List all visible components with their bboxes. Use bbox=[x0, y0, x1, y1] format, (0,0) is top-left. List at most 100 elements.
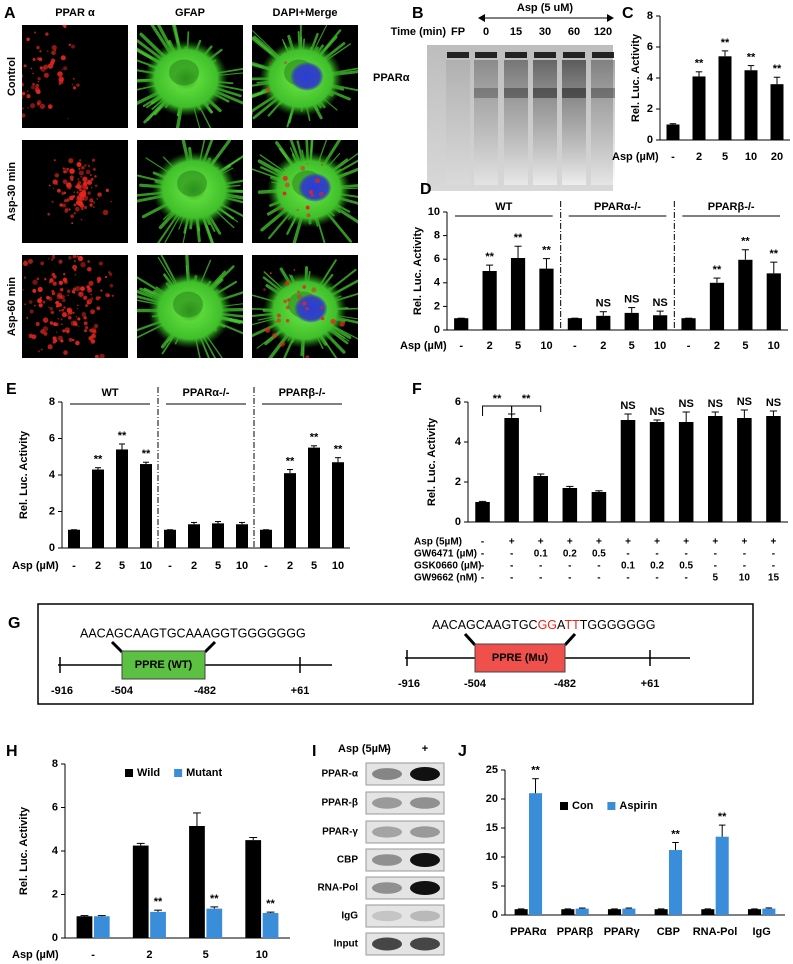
treatment-level: - bbox=[772, 549, 775, 560]
puncta bbox=[68, 316, 72, 320]
puncta bbox=[37, 298, 43, 304]
puncta bbox=[68, 256, 72, 260]
puncta bbox=[37, 80, 40, 83]
puncta bbox=[35, 321, 40, 327]
puncta bbox=[58, 302, 62, 307]
lane-label: 0 bbox=[483, 26, 489, 38]
treatment-level: - bbox=[597, 573, 600, 584]
puncta bbox=[77, 255, 84, 262]
bar bbox=[624, 312, 639, 330]
y-tick-label: 2 bbox=[455, 476, 461, 488]
well-band bbox=[592, 52, 614, 58]
bar bbox=[653, 315, 668, 330]
position-label: -916 bbox=[398, 678, 420, 690]
y-tick-label: 4 bbox=[49, 469, 56, 481]
bar bbox=[709, 282, 725, 330]
blot-band bbox=[410, 767, 440, 781]
puncta bbox=[32, 57, 36, 61]
puncta bbox=[57, 335, 63, 341]
x-tick-label: 5 bbox=[722, 151, 728, 163]
puncta bbox=[284, 281, 290, 286]
puncta bbox=[52, 179, 58, 185]
panel-letter: A bbox=[4, 5, 16, 22]
puncta bbox=[269, 272, 272, 275]
sequence-part: TT bbox=[564, 618, 580, 632]
puncta bbox=[75, 340, 80, 346]
puncta bbox=[305, 355, 310, 358]
treatment-level: + bbox=[596, 537, 602, 548]
puncta bbox=[23, 276, 27, 279]
puncta bbox=[68, 158, 74, 164]
x-tick-label: 2 bbox=[600, 340, 606, 352]
puncta bbox=[302, 285, 307, 289]
puncta bbox=[104, 275, 108, 279]
y-tick-label: 8 bbox=[647, 10, 653, 22]
puncta bbox=[66, 289, 71, 293]
bar bbox=[132, 845, 149, 938]
x-tick-label: - bbox=[459, 340, 463, 352]
bar bbox=[260, 529, 272, 548]
puncta bbox=[72, 311, 75, 315]
x-tick-label: 2 bbox=[95, 560, 101, 572]
puncta bbox=[47, 63, 54, 69]
smear bbox=[474, 60, 498, 185]
puncta bbox=[51, 200, 54, 203]
bar bbox=[262, 912, 279, 938]
position-label: +61 bbox=[291, 685, 310, 697]
puncta bbox=[49, 321, 54, 325]
puncta bbox=[35, 89, 41, 95]
ppre-box bbox=[121, 650, 206, 680]
x-axis-title: Asp (µM) bbox=[12, 560, 59, 572]
y-tick-label: 20 bbox=[486, 793, 498, 805]
bar bbox=[681, 318, 696, 330]
puncta bbox=[285, 318, 290, 323]
puncta bbox=[62, 329, 66, 333]
bar bbox=[188, 524, 200, 548]
puncta bbox=[92, 205, 95, 209]
position-label: -482 bbox=[194, 685, 216, 697]
y-tick-label: 5 bbox=[492, 880, 498, 892]
bar bbox=[475, 502, 490, 522]
puncta bbox=[59, 203, 63, 207]
treatment-level: - bbox=[481, 561, 484, 572]
puncta bbox=[284, 61, 287, 65]
bar bbox=[76, 916, 93, 938]
y-tick-label: 0 bbox=[52, 932, 58, 944]
treatment-level: + bbox=[654, 537, 660, 548]
puncta bbox=[71, 44, 75, 49]
puncta bbox=[83, 182, 87, 186]
puncta bbox=[68, 43, 71, 46]
x-tick-label: CBP bbox=[657, 926, 680, 938]
puncta bbox=[51, 50, 56, 55]
smear bbox=[533, 60, 557, 185]
puncta bbox=[80, 286, 85, 292]
puncta bbox=[32, 82, 35, 86]
bar bbox=[575, 908, 589, 915]
bar bbox=[666, 124, 680, 140]
puncta bbox=[320, 316, 325, 321]
significance-label: ** bbox=[747, 52, 756, 64]
puncta bbox=[78, 167, 81, 171]
x-tick-label: - bbox=[573, 340, 577, 352]
puncta bbox=[53, 159, 56, 162]
puncta bbox=[50, 310, 54, 315]
puncta bbox=[57, 71, 63, 77]
puncta bbox=[34, 31, 36, 34]
puncta bbox=[309, 294, 312, 297]
bar bbox=[189, 825, 205, 938]
puncta bbox=[102, 209, 109, 216]
puncta bbox=[73, 260, 77, 263]
puncta bbox=[66, 182, 72, 188]
puncta bbox=[51, 255, 56, 260]
shift-band bbox=[533, 88, 557, 98]
position-label: -916 bbox=[51, 685, 73, 697]
puncta bbox=[58, 83, 61, 85]
puncta bbox=[67, 314, 70, 317]
puncta bbox=[269, 62, 271, 64]
puncta bbox=[40, 66, 46, 72]
puncta bbox=[76, 196, 82, 202]
puncta bbox=[52, 281, 57, 286]
blot-band bbox=[372, 768, 402, 780]
bar bbox=[744, 70, 758, 140]
